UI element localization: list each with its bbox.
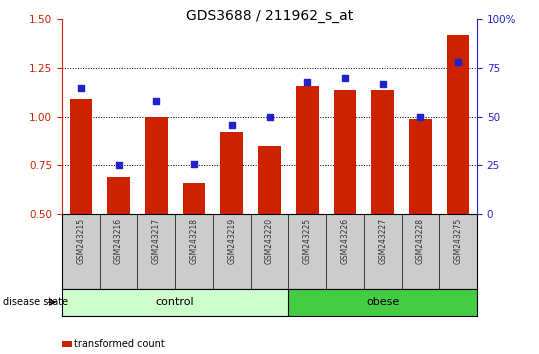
Point [303,79,312,85]
Text: GSM243219: GSM243219 [227,218,236,264]
Point [341,75,349,81]
Text: transformed count: transformed count [74,339,165,349]
Point [227,122,236,127]
Bar [409,119,432,214]
Bar [371,90,394,214]
Bar [183,183,205,214]
Bar [62,341,72,347]
Bar [296,86,319,214]
Point [378,81,387,87]
Text: GSM243228: GSM243228 [416,218,425,264]
Text: GSM243217: GSM243217 [152,218,161,264]
Point [265,114,274,120]
Point [454,59,462,65]
Bar [70,99,92,214]
Text: control: control [156,297,195,307]
Text: GSM243225: GSM243225 [303,218,312,264]
Bar [258,146,281,214]
Text: GDS3688 / 211962_s_at: GDS3688 / 211962_s_at [186,9,353,23]
Text: GSM243226: GSM243226 [341,218,349,264]
Point [114,163,123,169]
Text: GSM243275: GSM243275 [454,218,462,264]
Bar [62,289,288,316]
Bar [447,35,469,214]
Point [77,85,85,91]
Text: GSM243220: GSM243220 [265,218,274,264]
Point [152,98,161,104]
Bar [288,289,477,316]
Text: GSM243215: GSM243215 [77,218,85,264]
Bar [145,117,168,214]
Text: GSM243218: GSM243218 [190,218,198,264]
Point [416,114,425,120]
Point [190,161,198,166]
Bar [107,177,130,214]
Text: obese: obese [366,297,399,307]
Text: disease state: disease state [3,297,68,307]
Text: GSM243227: GSM243227 [378,218,387,264]
Bar [334,90,356,214]
Text: GSM243216: GSM243216 [114,218,123,264]
Bar [220,132,243,214]
